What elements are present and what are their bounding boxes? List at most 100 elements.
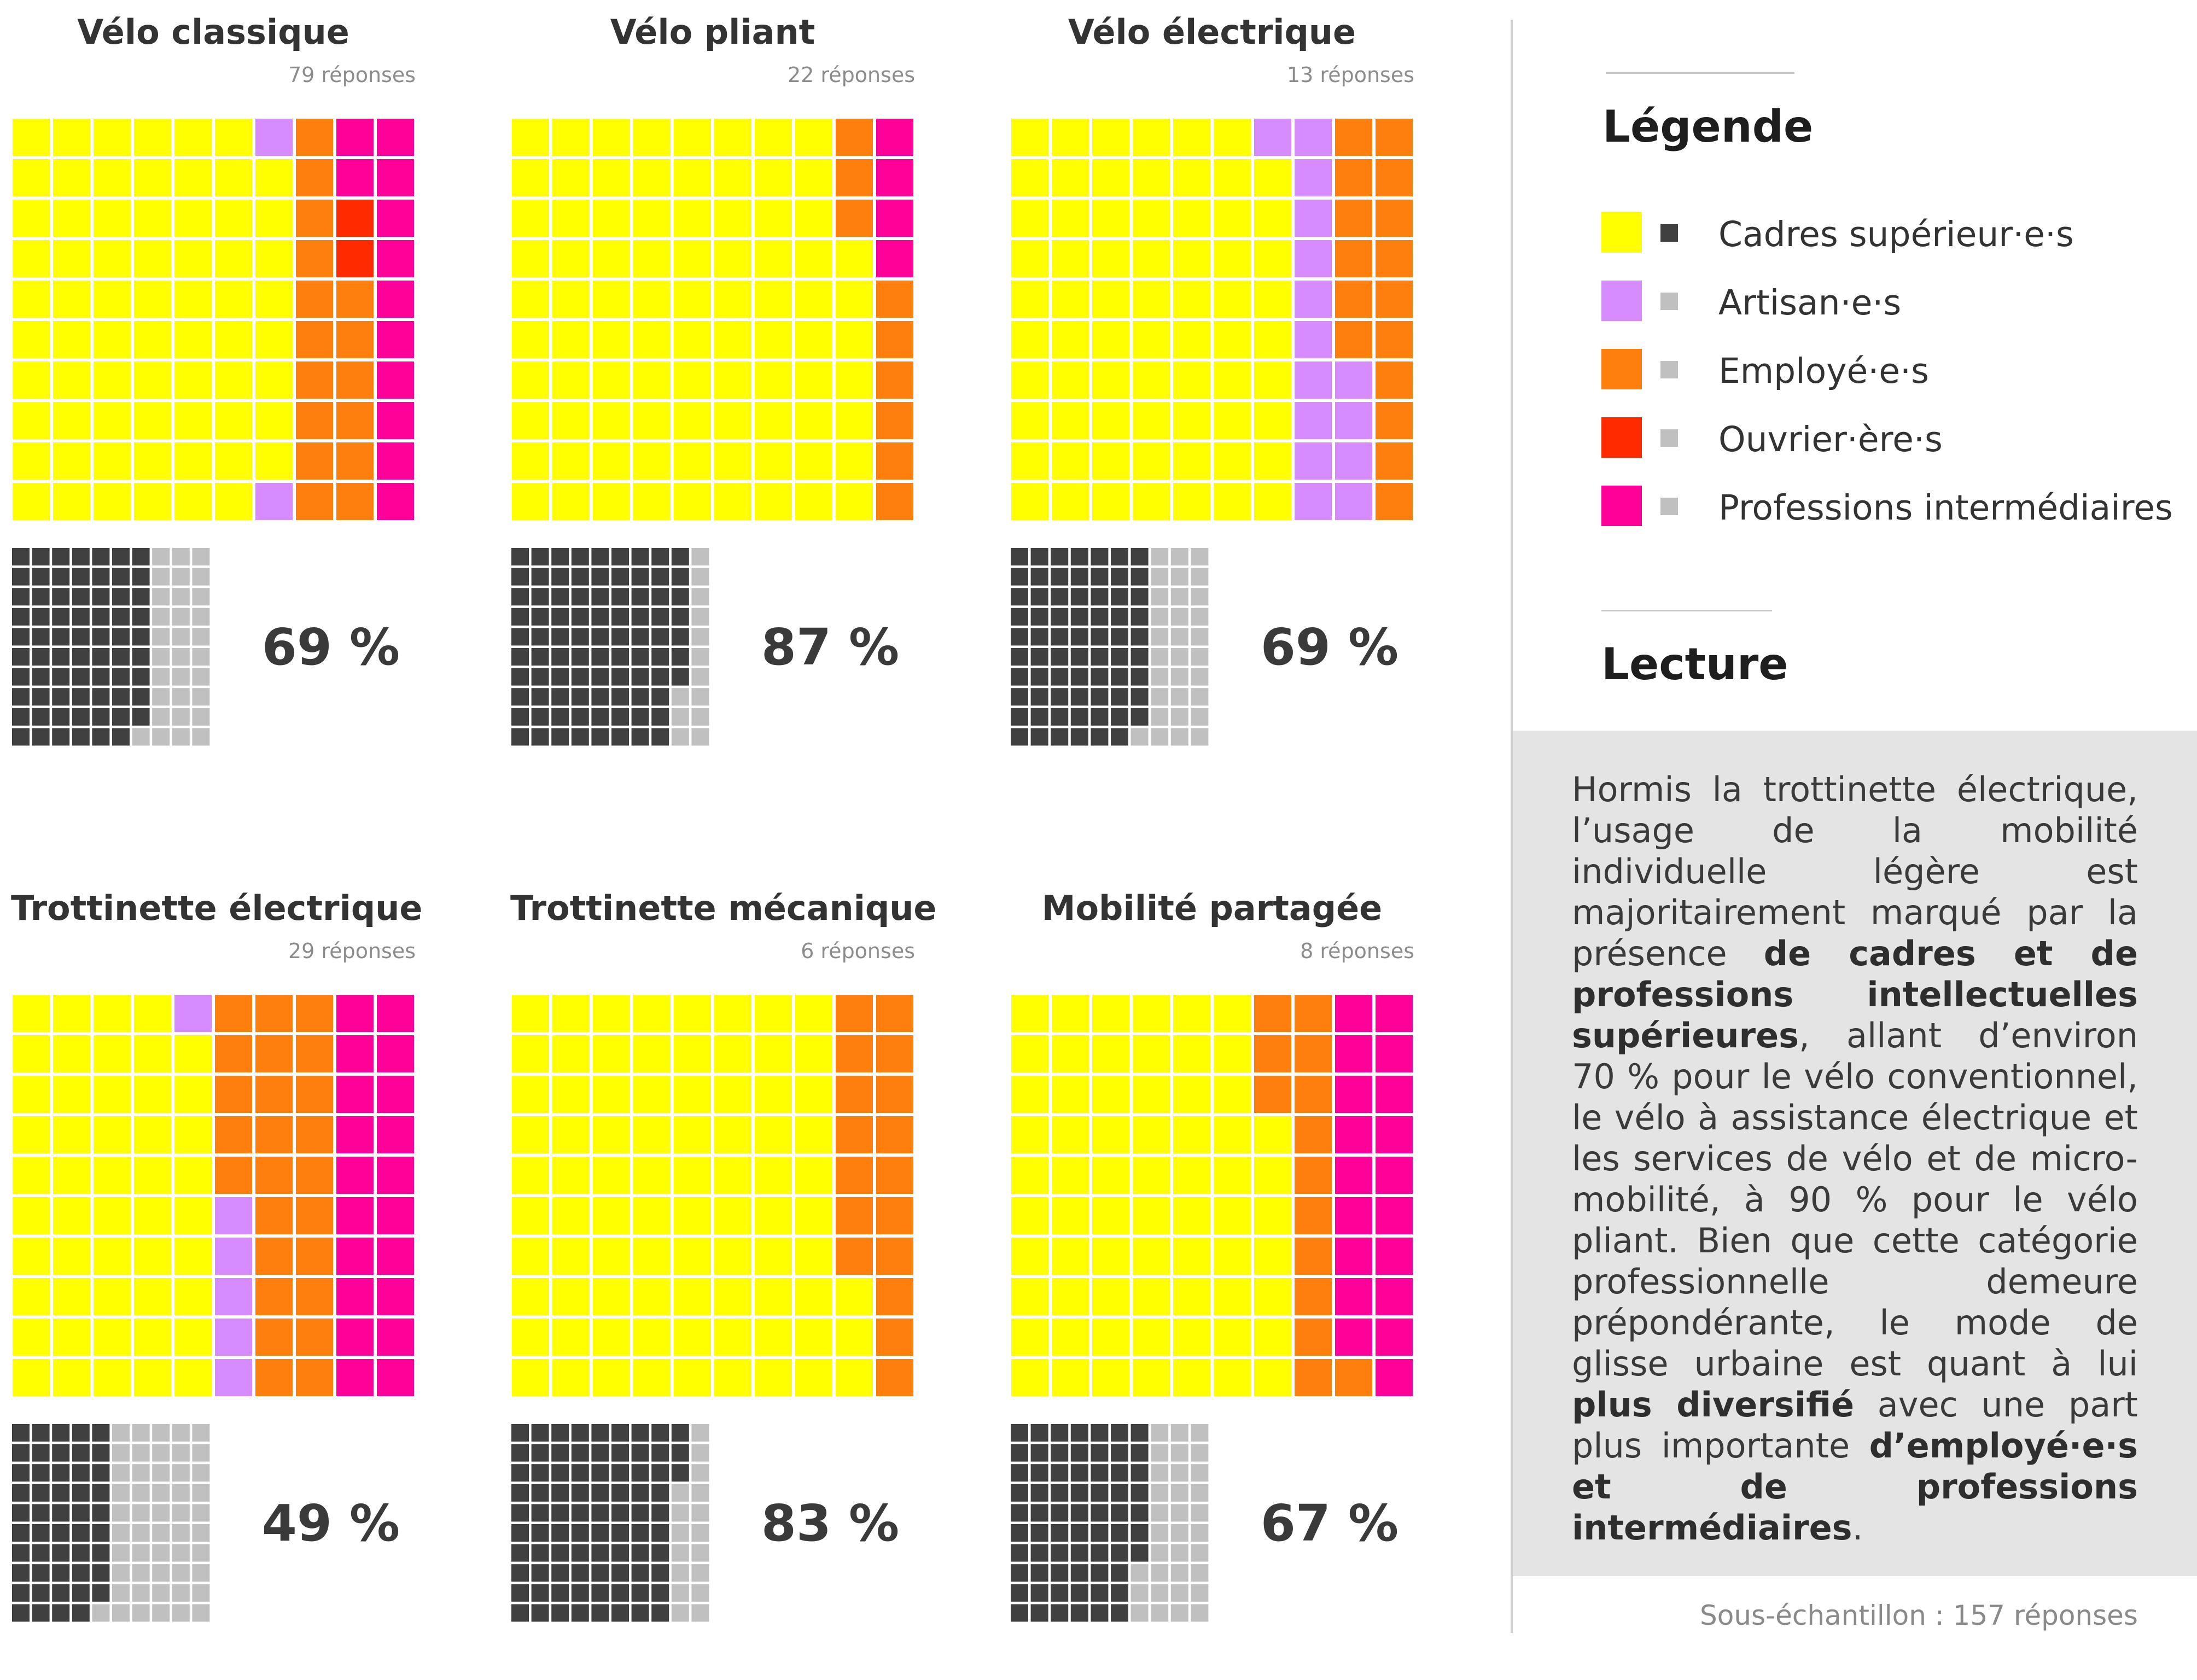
waffle-cell-cadres <box>1092 159 1129 196</box>
share-cell-other <box>152 1444 170 1462</box>
share-cell-cadres <box>1051 1484 1069 1502</box>
share-cell-other <box>1191 708 1209 726</box>
share-cell-cadres <box>591 648 609 666</box>
waffle-cell-cadres <box>1133 1278 1170 1315</box>
chart-panel: Trottinette électrique 29 réponses 49 % <box>11 876 422 1680</box>
share-cell-cadres <box>531 628 549 646</box>
waffle-cell-cadres <box>1254 1319 1291 1356</box>
waffle-cell-cadres <box>13 1197 50 1234</box>
waffle-cell-cadres <box>795 361 832 399</box>
waffle-cell-prof-intermediaires <box>1335 1238 1372 1275</box>
waffle-cell-cadres <box>714 1076 751 1113</box>
waffle-cell-cadres <box>512 321 549 358</box>
share-cell-cadres <box>551 1464 569 1482</box>
share-cell-other <box>192 1444 210 1462</box>
waffle-cell-cadres <box>1133 483 1170 520</box>
waffle-cell-artisans <box>215 1359 252 1396</box>
share-cell-cadres <box>1130 628 1149 646</box>
waffle-cell-artisans <box>1295 119 1332 156</box>
share-cell-other <box>152 1464 170 1482</box>
waffle-cell-cadres <box>134 402 171 439</box>
share-cell-cadres <box>1111 1424 1128 1442</box>
share-cell-cadres <box>511 1484 529 1502</box>
waffle-cell-cadres <box>1173 321 1210 358</box>
share-cell-cadres <box>72 708 90 726</box>
waffle-cell-cadres <box>134 1197 171 1234</box>
share-cell-cadres <box>571 1464 589 1482</box>
share-cell-cadres <box>1051 588 1069 606</box>
waffle-cell-cadres <box>174 361 212 399</box>
waffle-cell-employes <box>296 1076 333 1113</box>
waffle-cell-cadres <box>593 281 630 318</box>
waffle-cell-cadres <box>1173 361 1210 399</box>
waffle-cell-cadres <box>836 1359 873 1396</box>
share-cell-cadres <box>1130 708 1149 726</box>
waffle-cell-cadres <box>1092 1359 1129 1396</box>
share-cell-cadres <box>1070 1584 1088 1602</box>
share-cell-other <box>172 1444 190 1462</box>
share-cell-cadres <box>571 628 589 646</box>
waffle-cell-cadres <box>1173 1116 1210 1153</box>
share-cell-cadres <box>531 548 549 565</box>
share-cell-cadres <box>32 728 50 746</box>
waffle-cell-cadres <box>1133 159 1170 196</box>
share-cell-other <box>112 1464 130 1482</box>
share-cell-cadres <box>551 1424 569 1442</box>
waffle-cell-cadres <box>714 995 751 1032</box>
waffle-cell-cadres <box>1173 442 1210 480</box>
share-cell-cadres <box>52 548 70 565</box>
share-cell-other <box>691 688 709 706</box>
share-cell-cadres <box>32 628 50 646</box>
waffle-cell-employes <box>876 483 913 520</box>
waffle-cell-cadres <box>53 1238 90 1275</box>
waffle-cell-cadres <box>674 159 711 196</box>
waffle-cell-cadres <box>674 483 711 520</box>
waffle-cell-cadres <box>714 361 751 399</box>
waffle-cell-cadres <box>795 200 832 237</box>
waffle-cell-cadres <box>836 1319 873 1356</box>
waffle-cell-cadres <box>512 483 549 520</box>
waffle-cell-cadres <box>1052 402 1089 439</box>
waffle-cell-employes <box>1376 119 1413 156</box>
share-cell-cadres <box>12 668 30 686</box>
waffle-cell-cadres <box>1133 1359 1170 1396</box>
waffle-cell-cadres <box>215 119 252 156</box>
share-cell-cadres <box>571 1524 589 1542</box>
share-cell-cadres <box>531 668 549 686</box>
waffle-cell-cadres <box>53 442 90 480</box>
cadres-share-waffle <box>511 548 709 746</box>
share-cell-cadres <box>611 608 629 626</box>
share-cell-cadres <box>651 688 669 706</box>
waffle-cell-cadres <box>755 1116 792 1153</box>
waffle-cell-cadres <box>552 1116 590 1153</box>
share-cell-cadres <box>112 628 130 646</box>
share-cell-cadres <box>1070 608 1088 626</box>
share-cell-other <box>1191 1524 1209 1542</box>
waffle-cell-cadres <box>174 119 212 156</box>
share-cell-cadres <box>531 1424 549 1442</box>
share-cell-cadres <box>1030 688 1048 706</box>
waffle-cell-cadres <box>633 321 671 358</box>
share-cell-cadres <box>611 588 629 606</box>
waffle-cell-cadres <box>714 159 751 196</box>
share-cell-cadres <box>631 728 649 746</box>
waffle-cell-cadres <box>552 1076 590 1113</box>
waffle-cell-cadres <box>255 159 293 196</box>
share-cell-other <box>172 1504 190 1522</box>
waffle-cell-artisans <box>1335 483 1372 520</box>
share-cell-other <box>1170 1444 1188 1462</box>
share-cell-other <box>192 568 210 586</box>
share-cell-cadres <box>72 1504 90 1522</box>
waffle-cell-cadres <box>795 442 832 480</box>
share-cell-other <box>1191 1504 1209 1522</box>
share-cell-other <box>1170 1604 1188 1622</box>
waffle-cell-employes <box>876 1157 913 1194</box>
share-cell-cadres <box>1011 568 1028 586</box>
share-cell-cadres <box>531 1604 549 1622</box>
waffle-cell-cadres <box>512 361 549 399</box>
waffle-cell-cadres <box>174 159 212 196</box>
share-cell-cadres <box>611 688 629 706</box>
share-cell-other <box>1151 1484 1169 1502</box>
chart-panel: Mobilité partagée 8 réponses 67 % <box>1010 876 1414 1680</box>
share-cell-other <box>1170 588 1188 606</box>
